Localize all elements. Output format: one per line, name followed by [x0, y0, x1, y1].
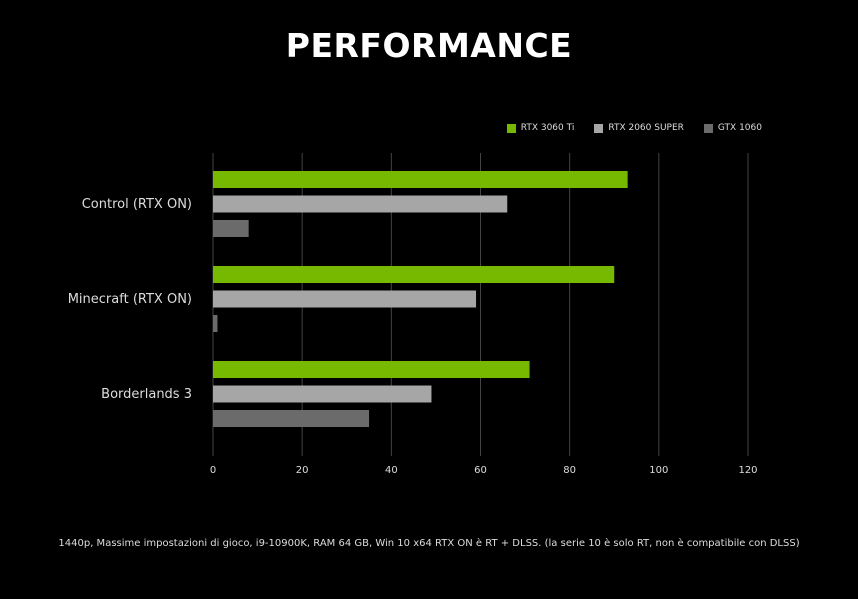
x-tick-label: 120 [738, 465, 757, 476]
legend-item-gtx-1060: GTX 1060 [703, 123, 762, 133]
bar-rtx-2060-super-2 [213, 385, 432, 403]
legend-swatch-gtx-1060 [703, 123, 713, 133]
bar-rtx-2060-super-1 [213, 290, 477, 308]
legend-item-rtx-2060-super: RTX 2060 SUPER [594, 123, 684, 133]
x-tick-label: 0 [210, 465, 216, 476]
category-label: Borderlands 3 [101, 387, 192, 402]
x-tick-label: 40 [385, 465, 398, 476]
chart-title: PERFORMANCE [285, 26, 573, 65]
x-tick-label: 100 [649, 465, 668, 476]
chart-legend: RTX 3060 Ti RTX 2060 SUPER GTX 1060 [506, 123, 762, 133]
bar-rtx-3060-ti-2 [213, 361, 530, 378]
bar-gtx-1060-1 [213, 315, 218, 332]
bar-gtx-1060-0 [213, 220, 249, 237]
legend-label-gtx-1060: GTX 1060 [717, 123, 762, 133]
bar-gtx-1060-2 [213, 410, 370, 427]
footnote: 1440p, Massime impostazioni di gioco, i9… [58, 538, 800, 549]
legend-label-rtx-2060-super: RTX 2060 SUPER [608, 123, 684, 133]
bar-rtx-3060-ti-1 [213, 266, 615, 283]
category-label: Minecraft (RTX ON) [68, 292, 192, 307]
bar-rtx-2060-super-0 [213, 195, 508, 213]
x-tick-label: 20 [296, 465, 309, 476]
category-label: Control (RTX ON) [82, 197, 192, 212]
bar-rtx-3060-ti-0 [213, 171, 628, 188]
legend-swatch-rtx-3060-ti [506, 123, 516, 133]
x-tick-label: 80 [563, 465, 576, 476]
legend-item-rtx-3060-ti: RTX 3060 Ti [506, 123, 575, 133]
legend-swatch-rtx-2060-super [594, 123, 604, 133]
x-tick-label: 60 [474, 465, 487, 476]
legend-label-rtx-3060-ti: RTX 3060 Ti [520, 123, 575, 133]
